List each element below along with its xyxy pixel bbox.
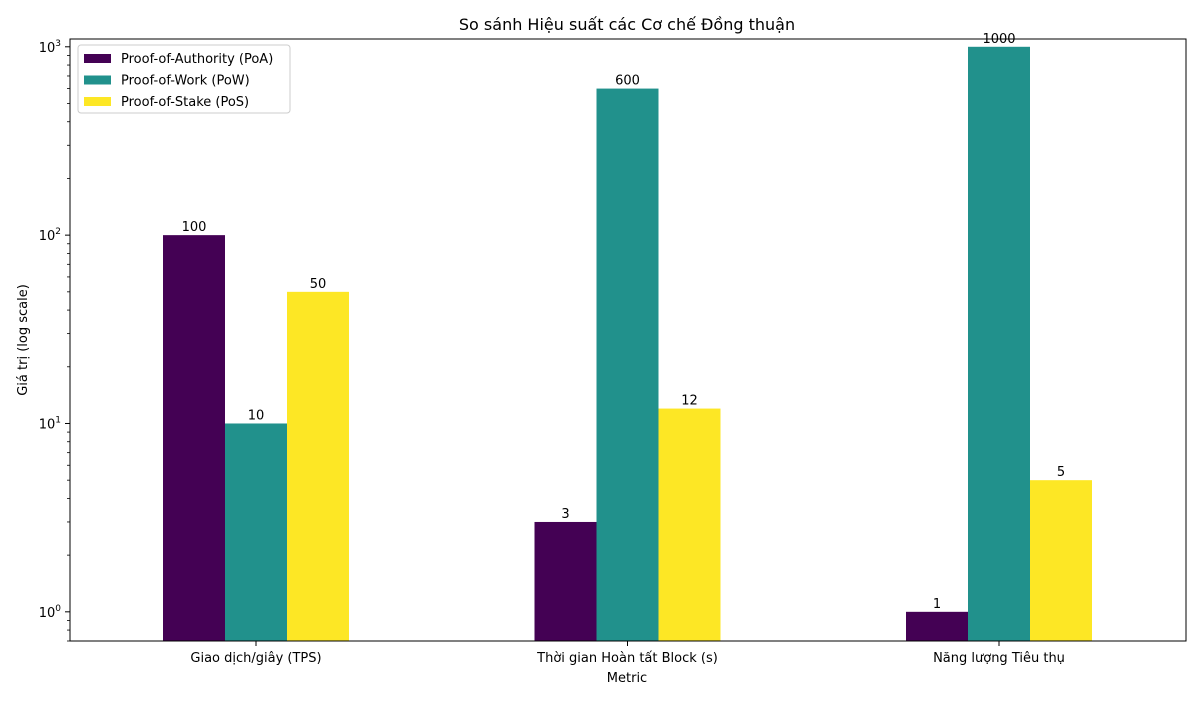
- bar: [968, 46, 1030, 642]
- legend-swatch: [84, 97, 111, 106]
- ticks-layer: Giao dịch/giây (TPS) Thời gian Hoàn tất B…: [39, 39, 1065, 666]
- bar-value-label: 100: [182, 220, 207, 235]
- y-tick-label: 100: [39, 604, 62, 621]
- y-tick-label: 102: [39, 227, 61, 244]
- bar-value-label: 3: [561, 507, 569, 522]
- chart-title: So sánh Hiệu suất các Cơ chế Đồng thuận: [459, 15, 795, 34]
- bar: [596, 88, 659, 641]
- bar-value-label: 5: [1057, 465, 1065, 480]
- plot-frame: [69, 38, 1187, 642]
- bar-value-label: 50: [310, 277, 327, 292]
- y-axis-label: Giá trị (log scale): [16, 284, 31, 396]
- bar-value-label: 12: [681, 394, 698, 409]
- x-tick-label: Năng lượng Tiêu thụ: [933, 651, 1065, 666]
- bar: [534, 521, 597, 641]
- bar-value-label: 1: [933, 597, 941, 612]
- bar-value-label: 10: [248, 408, 265, 423]
- legend-label: Proof-of-Work (PoW): [121, 74, 250, 89]
- legend-box: [77, 44, 291, 114]
- x-tick-label: Thời gian Hoàn tất Block (s): [536, 651, 718, 666]
- bar-value-label: 600: [615, 74, 640, 89]
- legend-swatch: [84, 54, 111, 63]
- legend-label: Proof-of-Stake (PoS): [121, 95, 249, 110]
- bar: [906, 611, 968, 641]
- legend-swatch: [84, 75, 111, 85]
- x-tick-label: Giao dịch/giây (TPS): [190, 651, 321, 666]
- bar: [1030, 480, 1092, 641]
- y-tick-label: 103: [39, 39, 61, 56]
- x-axis-label: Metric: [607, 671, 647, 686]
- legend-label: Proof-of-Authority (PoA): [121, 52, 273, 67]
- bar: [287, 291, 349, 641]
- legend: Proof-of-Authority (PoA) Proof-of-Work (P…: [77, 44, 291, 114]
- y-tick-label: 101: [39, 415, 61, 432]
- bar: [163, 235, 225, 642]
- bar: [658, 408, 721, 641]
- bar: [225, 423, 287, 641]
